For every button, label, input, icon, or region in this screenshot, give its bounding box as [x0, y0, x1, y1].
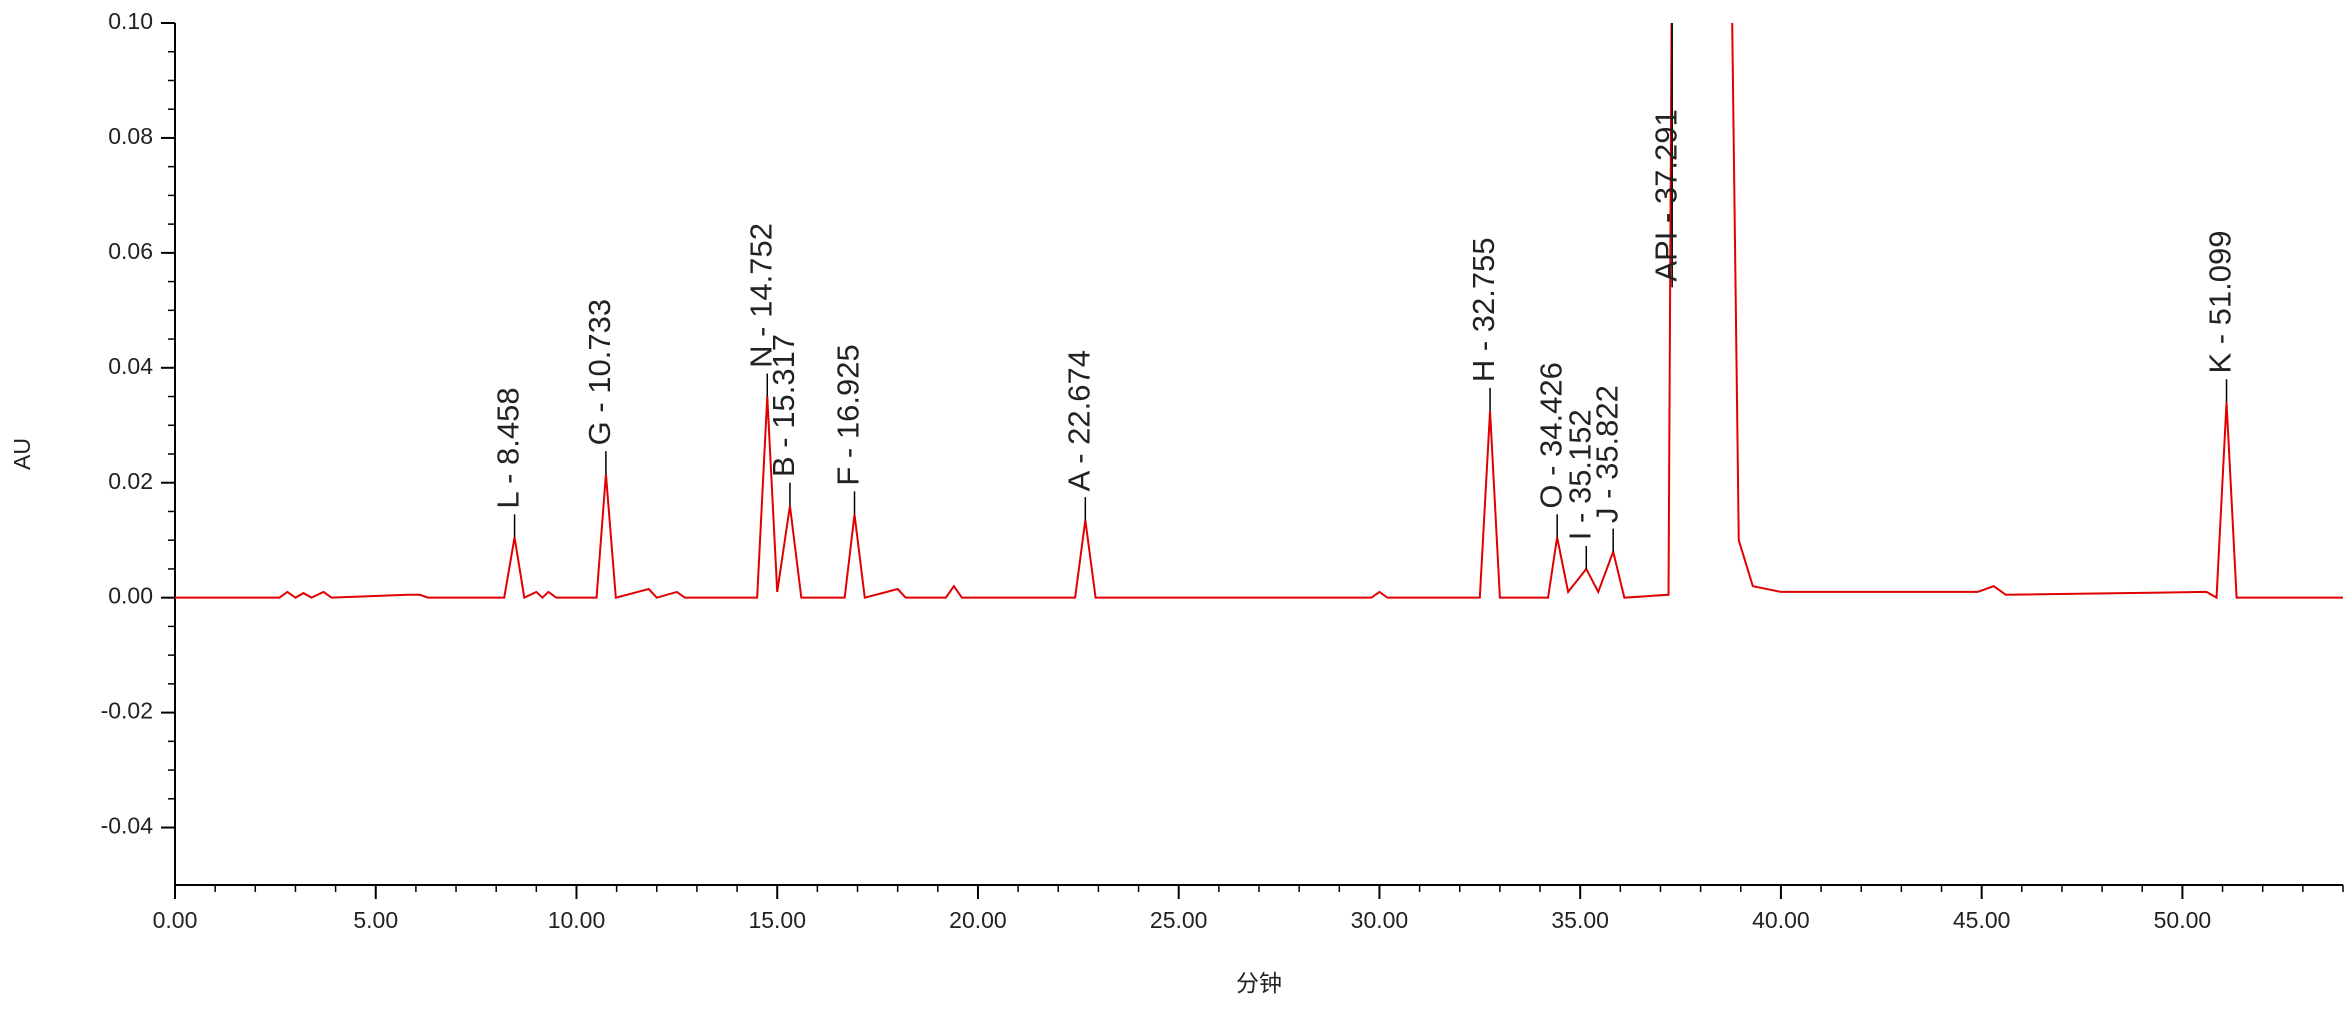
chromatogram-line [175, 23, 2343, 600]
x-axis-label: 分钟 [1236, 970, 1282, 996]
x-tick-label: 30.00 [1351, 907, 1409, 933]
peak-label: K - 51.099 [2203, 230, 2238, 373]
y-tick-label: 0.02 [108, 468, 153, 494]
peak-label: I - 35.152 [1562, 409, 1597, 540]
peak-label: API - 37.291 [1648, 109, 1683, 281]
peak-label: A - 22.674 [1062, 350, 1097, 491]
peak-label: J - 35.822 [1589, 385, 1624, 523]
peak-label: N - 14.752 [743, 223, 778, 368]
y-tick-label: 0.00 [108, 583, 153, 609]
x-tick-label: 15.00 [748, 907, 806, 933]
peak-label: B - 15.317 [766, 334, 801, 477]
peak-label: F - 16.925 [831, 344, 866, 485]
x-tick-label: 10.00 [548, 907, 606, 933]
y-tick-label: -0.04 [101, 813, 154, 839]
x-tick-label: 5.00 [353, 907, 398, 933]
y-tick-label: 0.08 [108, 123, 153, 149]
peak-label: G - 10.733 [582, 299, 617, 445]
y-tick-label: 0.06 [108, 238, 153, 264]
peak-label: O - 34.426 [1533, 362, 1568, 508]
x-tick-label: 0.00 [153, 907, 198, 933]
x-tick-label: 40.00 [1752, 907, 1810, 933]
y-tick-label: 0.04 [108, 353, 153, 379]
peak-label: H - 32.755 [1466, 237, 1501, 382]
x-tick-label: 25.00 [1150, 907, 1208, 933]
y-axis-label: AU [9, 438, 35, 470]
plot [175, 23, 2343, 600]
y-tick-label: -0.02 [101, 698, 153, 724]
x-tick-label: 50.00 [2154, 907, 2212, 933]
y-tick-label: 0.10 [108, 8, 153, 34]
x-tick-label: 20.00 [949, 907, 1007, 933]
x-tick-label: 35.00 [1551, 907, 1609, 933]
peak-label: L - 8.458 [491, 387, 526, 508]
x-tick-label: 45.00 [1953, 907, 2011, 933]
